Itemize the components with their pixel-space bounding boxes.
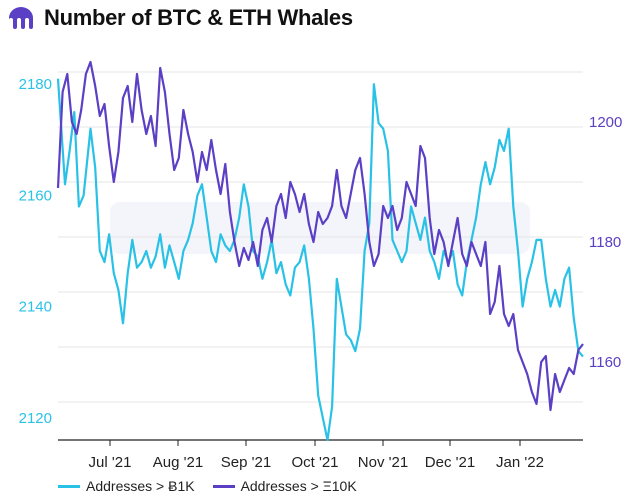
y-left-tick-2160: 2160 bbox=[19, 187, 52, 204]
y-right-tick-1180: 1180 bbox=[589, 234, 621, 251]
legend-item-btc[interactable]: Addresses > Ƀ1K bbox=[58, 478, 195, 494]
kraken-logo-icon bbox=[9, 7, 33, 29]
series-line-eth bbox=[56, 60, 584, 412]
legend-item-eth[interactable]: Addresses > Ξ10K bbox=[212, 478, 357, 494]
x-tick-label-3: Oct '21 bbox=[291, 454, 338, 471]
legend-swatch-eth bbox=[212, 484, 235, 488]
x-tick-label-1: Aug '21 bbox=[153, 454, 203, 471]
x-tick-label-2: Sep '21 bbox=[221, 454, 271, 471]
chart-legend: Addresses > Ƀ1K Addresses > Ξ10K bbox=[58, 478, 375, 494]
legend-swatch-btc bbox=[58, 484, 80, 488]
line-chart: 2120 2140 2160 2180 1160 1180 1200 Jul '21 Aug '… bbox=[19, 60, 622, 471]
legend-label-btc: Addresses > Ƀ1K bbox=[86, 478, 195, 494]
series-line-btc bbox=[56, 78, 584, 442]
legend-label-eth: Addresses > Ξ10K bbox=[240, 478, 357, 494]
y-right-tick-1160: 1160 bbox=[589, 354, 621, 371]
chart-title: Number of BTC & ETH Whales bbox=[44, 5, 353, 30]
y-left-tick-2180: 2180 bbox=[19, 76, 52, 93]
x-tick-label-5: Dec '21 bbox=[425, 454, 475, 471]
x-tick-label-4: Nov '21 bbox=[358, 454, 408, 471]
y-left-tick-2140: 2140 bbox=[19, 299, 52, 316]
x-tick-label-6: Jan '22 bbox=[496, 454, 544, 471]
y-left-tick-2120: 2120 bbox=[19, 410, 52, 427]
x-tick-label-0: Jul '21 bbox=[89, 454, 132, 471]
y-right-tick-1200: 1200 bbox=[589, 114, 622, 131]
chart-header: Number of BTC & ETH Whales bbox=[6, 4, 353, 32]
